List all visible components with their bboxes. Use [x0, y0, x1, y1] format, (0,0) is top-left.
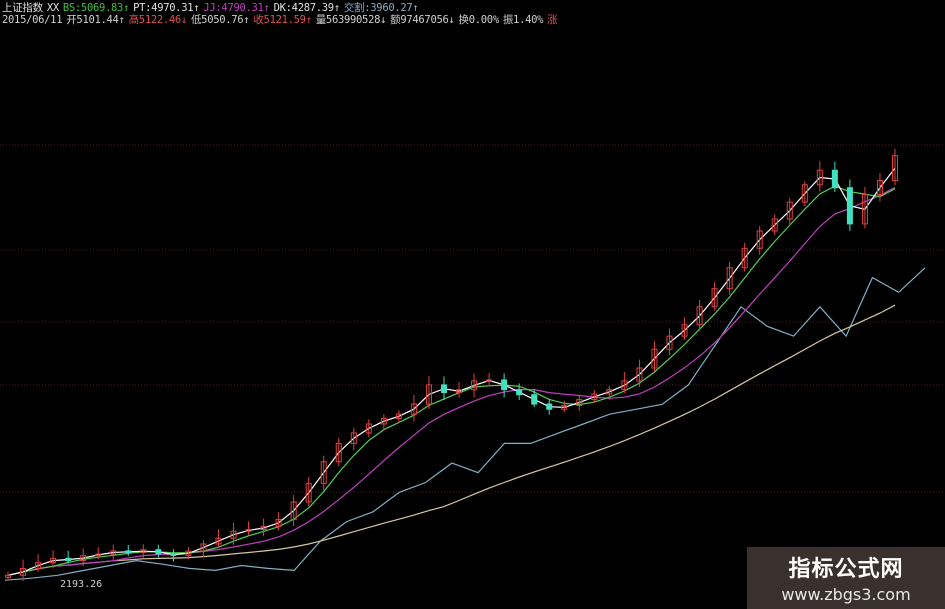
header-field: 收5121.59↑ [253, 14, 312, 26]
candle-body [741, 247, 748, 269]
candle-body [546, 403, 553, 410]
candle-body [892, 155, 898, 181]
candle-body [486, 379, 493, 382]
header-field: XX [46, 2, 59, 14]
candle-body [125, 550, 132, 554]
ma-long-line [7, 186, 896, 576]
candle-body [831, 169, 838, 189]
indicator-header: 上证指数 XX BS:5069.83↑ PT:4970.31↑ JJ:4790.31↑ D… [2, 0, 422, 15]
candle-body [576, 399, 583, 407]
header-field: 额97467056↓ [390, 14, 455, 26]
candle-body [471, 380, 478, 391]
candle-body [155, 549, 162, 555]
ma-short-line [7, 167, 896, 576]
candle-body [320, 461, 327, 484]
header-field: 换0.00% [458, 14, 500, 26]
candle-body [801, 184, 808, 203]
watermark-url: www.zbgs3.com [781, 585, 911, 604]
candle-body [531, 394, 538, 405]
candle-body [140, 549, 147, 554]
candle-body [335, 442, 342, 463]
candle-body [711, 288, 718, 308]
candle-body [35, 562, 42, 569]
indicator-line [4, 267, 926, 581]
header-field: 交割:3960.27↑ [343, 2, 419, 14]
candle-body [380, 417, 387, 425]
candle-body [215, 537, 222, 545]
candle-body [651, 348, 658, 369]
candle-body [621, 380, 628, 391]
candle-body [726, 267, 733, 290]
candle-body [425, 384, 432, 405]
header-field: BS:5069.83↑ [62, 2, 130, 14]
header-field: JJ:4790.31↑ [203, 2, 270, 14]
watermark: 指标公式网 www.zbgs3.com [747, 547, 945, 609]
candle-body [410, 403, 417, 415]
header-field: 涨 [547, 14, 558, 26]
watermark-title: 指标公式网 [788, 557, 904, 582]
header-field: 振1.40% [502, 14, 544, 26]
header-field: 低5050.76↑ [190, 14, 250, 26]
header-field: 量563990528↓ [315, 14, 387, 26]
ma-slow-line [7, 304, 896, 576]
candle-body [395, 413, 402, 419]
candle-body [591, 393, 598, 401]
candle-body [636, 367, 643, 382]
candle-body [305, 482, 312, 503]
candle-body [5, 574, 11, 578]
candle-body [786, 201, 793, 220]
candle-body [230, 530, 237, 539]
candle-body [50, 557, 57, 564]
candle-body [80, 555, 87, 562]
candle-body [771, 218, 778, 232]
candle-body [110, 550, 117, 555]
candle-body [561, 405, 568, 410]
header-field: 2015/06/11 [2, 14, 63, 26]
candle-body [606, 389, 613, 395]
candle-body [20, 567, 27, 576]
candle-body [65, 557, 72, 562]
candle-body [756, 230, 763, 249]
ohlc-header: 2015/06/11 开5101.44↑ 高5122.46↓ 低5050.76↑ 收51… [2, 12, 561, 27]
candle-body [456, 389, 463, 394]
candle-body [350, 432, 357, 444]
header-field: 上证指数 [2, 2, 43, 14]
candle-body [200, 543, 207, 552]
candle-body [275, 518, 282, 527]
candle-body [440, 384, 447, 394]
candle-body [185, 550, 192, 557]
candle-body [365, 423, 372, 434]
candle-body [260, 525, 267, 531]
header-field: DK:4287.39↑ [273, 2, 341, 14]
candle-body [95, 553, 102, 557]
candle-body [876, 179, 883, 196]
candle-body [245, 529, 252, 532]
candle-body [666, 335, 673, 350]
candle-body [861, 194, 868, 225]
candle-body [681, 324, 688, 337]
candle-body [696, 306, 703, 326]
candle-body [846, 187, 853, 225]
candle-body [816, 169, 823, 186]
candle-body [501, 379, 508, 391]
header-field: 高5122.46↓ [128, 14, 188, 26]
header-field: 开5101.44↑ [66, 14, 125, 26]
low-price-label: 2193.26 [60, 579, 103, 590]
candle-body [516, 389, 523, 396]
candle-body [290, 501, 297, 520]
header-field: PT:4970.31↑ [133, 2, 200, 14]
candle-body [170, 553, 177, 557]
